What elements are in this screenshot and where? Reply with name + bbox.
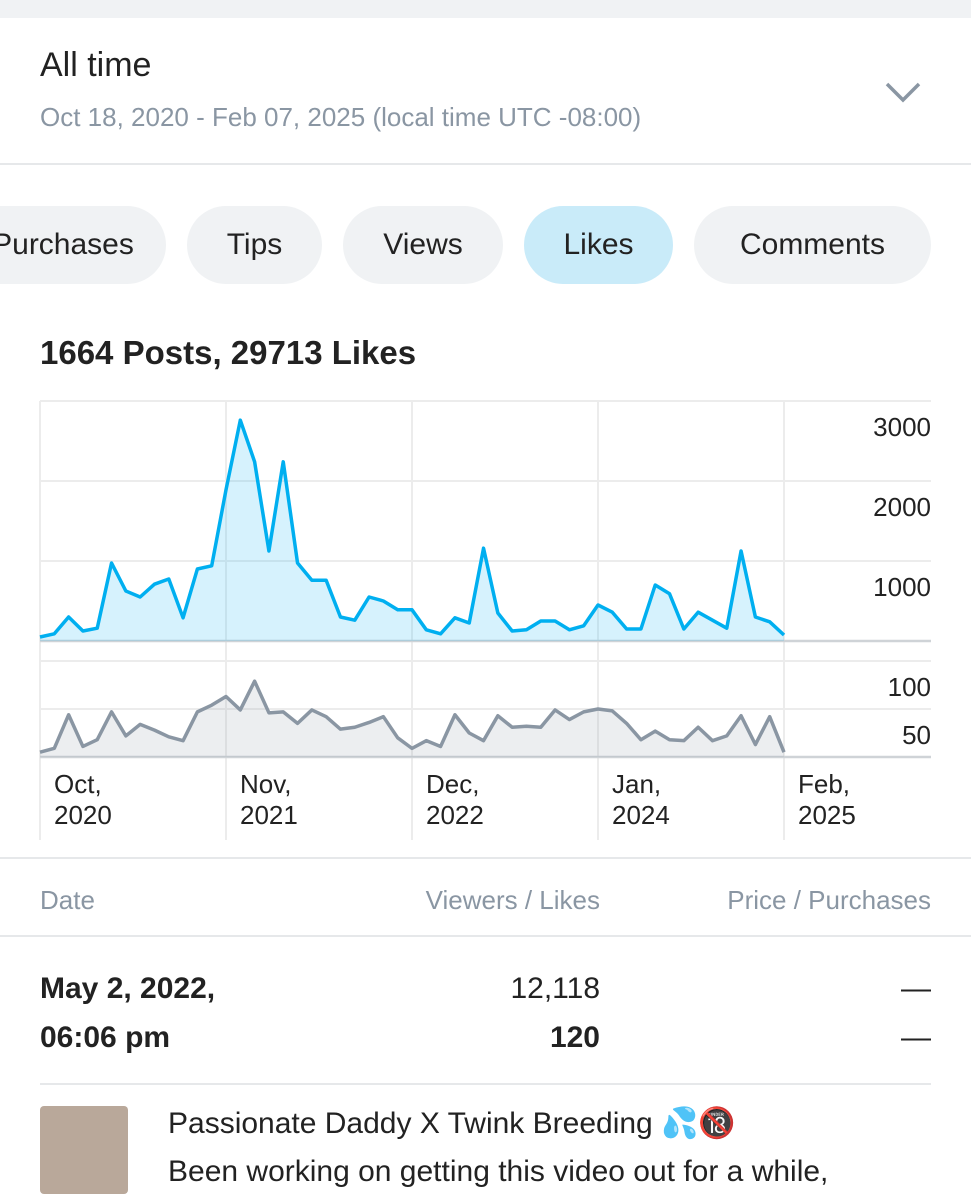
col-viewers-likes: Viewers / Likes [425,885,600,915]
top-strip [0,0,971,18]
divider [0,935,971,937]
divider [0,163,971,165]
col-date: Date [40,885,95,915]
y-tick-label: 2000 [873,492,931,522]
dropdown-chevron[interactable] [884,80,922,104]
tab[interactable]: Tips [187,206,322,284]
row-viewers: 12,118 [510,972,600,1005]
line [39,418,786,639]
divider [40,1083,931,1085]
period-title: All time [40,46,152,84]
tab[interactable]: Likes [524,206,673,284]
row-date: May 2, 2022, [40,972,216,1005]
period-range: Oct 18, 2020 - Feb 07, 2025 (local time … [40,102,642,132]
line [39,679,786,754]
row-purchases: — [901,1021,931,1054]
y-tick-label: 50 [902,720,931,750]
summary: 1664 Posts, 29713 Likes [40,334,417,371]
x-tick-label: Jan, 2024 [612,769,670,830]
y-tick-label: 3000 [873,412,931,442]
x-tick-label: Nov, 2021 [240,769,298,830]
y-tick-label: 100 [888,672,931,702]
x-tick-label: Dec, 2022 [426,769,484,830]
tab[interactable]: Purchases [0,206,166,284]
tab[interactable]: Comments [694,206,931,284]
col-price-purchases: Price / Purchases [727,885,931,915]
area-fill [40,420,784,641]
x-tick-label: Oct, 2020 [54,769,112,830]
divider [0,857,971,859]
post-title[interactable]: Passionate Daddy X Twink Breeding 💦🔞 [168,1107,736,1140]
post-text: Been working on getting this video out f… [168,1155,829,1188]
post-thumbnail[interactable] [40,1106,128,1194]
area-fill [40,681,784,757]
row-price: — [901,972,931,1005]
tab[interactable]: Views [343,206,503,284]
row-likes: 120 [549,1021,600,1054]
y-tick-label: 1000 [873,572,931,602]
row-time: 06:06 pm [40,1021,171,1054]
chart: 1000 2000 3000 50 100 [39,400,931,840]
x-tick-label: Feb, 2025 [798,769,856,830]
